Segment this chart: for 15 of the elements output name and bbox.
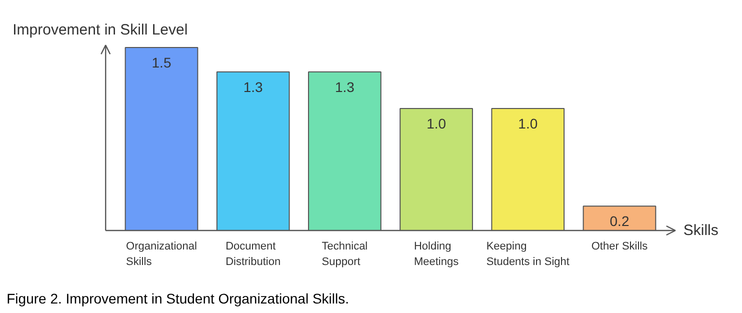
data-label: 1.0 <box>426 116 446 132</box>
x-tick-label: Organizational Skills <box>126 240 197 268</box>
y-axis-title: Improvement in Skill Level <box>12 22 188 39</box>
x-axis-title: Skills <box>683 222 718 239</box>
x-tick-label: Keeping Students in Sight <box>486 240 570 268</box>
x-tick-label: Other Skills <box>591 240 648 252</box>
data-label: 1.5 <box>152 54 172 70</box>
data-label: 1.3 <box>243 78 264 95</box>
x-tick-label: Technical Support <box>322 240 368 268</box>
caption: Figure 2. Improvement in Student Organizational Skills. <box>6 290 350 306</box>
x-tick-label: Holding Meetings <box>414 240 460 268</box>
data-label: 1.0 <box>518 116 538 132</box>
x-tick-label: Document Distribution <box>226 240 281 268</box>
data-label: 0.2 <box>610 213 630 230</box>
data-label: 1.3 <box>334 78 355 95</box>
